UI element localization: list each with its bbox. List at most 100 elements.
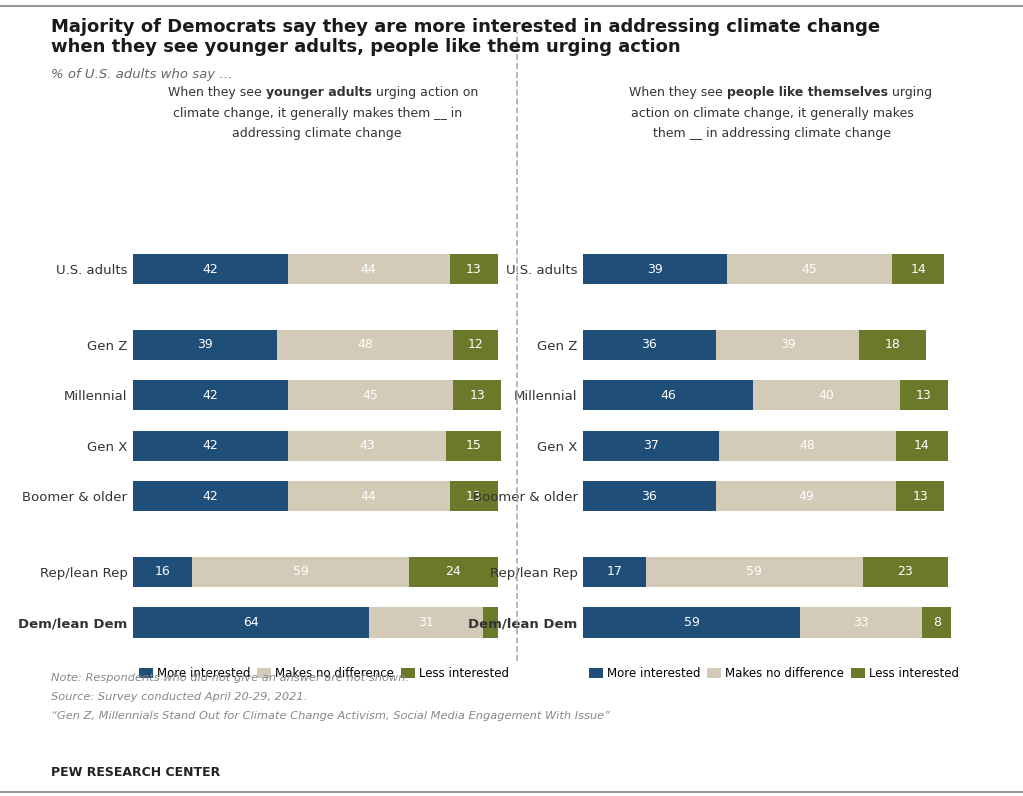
Bar (583, 254, 726, 284)
Text: action on climate change, it generally makes: action on climate change, it generally m… (631, 107, 914, 119)
Text: 13: 13 (470, 388, 485, 402)
Text: 44: 44 (361, 263, 376, 275)
Bar (276, 330, 453, 360)
Bar (716, 481, 896, 511)
Bar (409, 557, 497, 587)
Bar (583, 330, 716, 360)
Bar (287, 254, 450, 284)
Legend: More interested, Makes no difference, Less interested: More interested, Makes no difference, Le… (589, 667, 959, 680)
Text: 39: 39 (197, 338, 213, 351)
Bar (583, 607, 800, 638)
Text: urging action on: urging action on (371, 86, 478, 99)
Text: 59: 59 (747, 565, 762, 579)
Text: 36: 36 (641, 338, 657, 351)
Bar (287, 481, 450, 511)
Text: 23: 23 (897, 565, 914, 579)
Bar (453, 330, 497, 360)
Text: 46: 46 (660, 388, 675, 402)
Bar (863, 557, 947, 587)
Text: 12: 12 (468, 338, 483, 351)
Bar (583, 557, 646, 587)
Bar (483, 607, 497, 638)
Text: 13: 13 (913, 490, 928, 503)
Bar (446, 431, 501, 461)
Text: urging: urging (888, 86, 932, 99)
Text: climate change, it generally makes them __ in: climate change, it generally makes them … (173, 107, 461, 119)
Bar (368, 607, 483, 638)
Bar (133, 431, 287, 461)
Text: “Gen Z, Millennials Stand Out for Climate Change Activism, Social Media Engageme: “Gen Z, Millennials Stand Out for Climat… (51, 711, 610, 721)
Text: 42: 42 (203, 263, 218, 275)
Text: 37: 37 (643, 439, 659, 452)
Text: 15: 15 (465, 439, 482, 452)
Text: 24: 24 (446, 565, 461, 579)
Bar (719, 431, 896, 461)
Text: 14: 14 (915, 439, 930, 452)
Text: 13: 13 (465, 263, 482, 275)
Bar (583, 380, 753, 411)
Text: 48: 48 (357, 338, 373, 351)
Bar (133, 557, 192, 587)
Text: 31: 31 (418, 616, 434, 629)
Bar (287, 380, 453, 411)
Text: younger adults: younger adults (266, 86, 371, 99)
Text: 48: 48 (800, 439, 815, 452)
Bar (896, 481, 944, 511)
Bar (133, 481, 287, 511)
Text: when they see younger adults, people like them urging action: when they see younger adults, people lik… (51, 38, 680, 57)
Bar (133, 607, 368, 638)
Text: 17: 17 (607, 565, 622, 579)
Text: 64: 64 (243, 616, 259, 629)
Bar (287, 431, 446, 461)
Bar (583, 481, 716, 511)
Bar (133, 380, 287, 411)
Text: 43: 43 (359, 439, 374, 452)
Bar (753, 380, 900, 411)
Bar (896, 431, 947, 461)
Text: Note: Respondents who did not give an answer are not shown.: Note: Respondents who did not give an an… (51, 673, 409, 683)
Text: 16: 16 (154, 565, 170, 579)
Bar (892, 254, 944, 284)
Text: them __ in addressing climate change: them __ in addressing climate change (654, 127, 891, 140)
Bar (922, 607, 951, 638)
Text: 42: 42 (203, 439, 218, 452)
Text: 42: 42 (203, 490, 218, 503)
Text: PEW RESEARCH CENTER: PEW RESEARCH CENTER (51, 766, 220, 778)
Bar (716, 330, 859, 360)
Bar (900, 380, 947, 411)
Text: 45: 45 (802, 263, 817, 275)
Bar (859, 330, 926, 360)
Text: 14: 14 (910, 263, 926, 275)
Text: 45: 45 (362, 388, 379, 402)
Text: 13: 13 (916, 388, 932, 402)
Text: 42: 42 (203, 388, 218, 402)
Bar (133, 254, 287, 284)
Text: 18: 18 (885, 338, 900, 351)
Text: When they see: When they see (629, 86, 727, 99)
Bar (583, 431, 719, 461)
Text: 59: 59 (683, 616, 700, 629)
Text: 44: 44 (361, 490, 376, 503)
Bar (800, 607, 922, 638)
Text: people like themselves: people like themselves (727, 86, 888, 99)
Text: 33: 33 (853, 616, 869, 629)
Text: Source: Survey conducted April 20-29, 2021.: Source: Survey conducted April 20-29, 20… (51, 692, 307, 702)
Text: When they see: When they see (168, 86, 266, 99)
Bar (646, 557, 863, 587)
Text: 59: 59 (293, 565, 309, 579)
Text: 39: 39 (780, 338, 795, 351)
Text: 8: 8 (933, 616, 941, 629)
Text: 49: 49 (798, 490, 813, 503)
Text: 36: 36 (641, 490, 657, 503)
Text: % of U.S. adults who say …: % of U.S. adults who say … (51, 68, 233, 81)
Bar (450, 254, 497, 284)
Bar (453, 380, 501, 411)
Bar (726, 254, 892, 284)
Text: 13: 13 (465, 490, 482, 503)
Text: Majority of Democrats say they are more interested in addressing climate change: Majority of Democrats say they are more … (51, 18, 880, 36)
Text: 40: 40 (818, 388, 834, 402)
Bar (450, 481, 497, 511)
Text: 39: 39 (648, 263, 663, 275)
Bar (133, 330, 276, 360)
Legend: More interested, Makes no difference, Less interested: More interested, Makes no difference, Le… (139, 667, 508, 680)
